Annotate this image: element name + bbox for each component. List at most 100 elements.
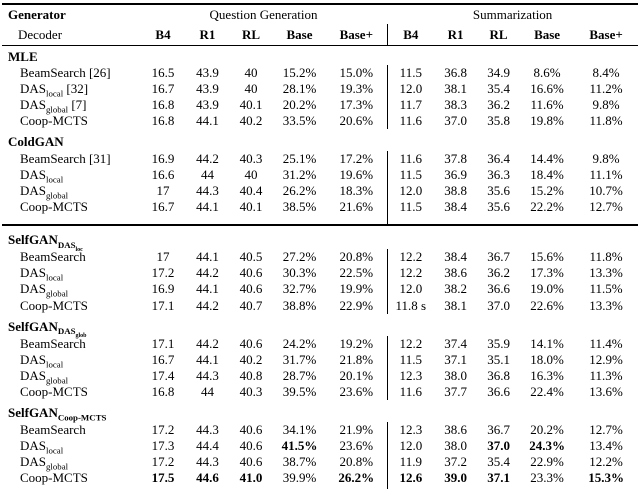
table-row: DASlocal [32] 16.7 43.9 40 28.1% 19.3% 12.0 38.… [2, 81, 638, 99]
value-cell: 38.8 [444, 182, 467, 198]
value-cell: 12.9% [589, 352, 623, 368]
value-cell: 17.4 [151, 368, 175, 384]
value-cell: 44.1 [196, 198, 219, 214]
value-cell: 37.4 [444, 336, 467, 352]
value-cell: 43.9 [196, 97, 219, 113]
value-cell: 20.1% [339, 368, 374, 384]
value-cell: 12.2 [386, 249, 435, 266]
value-cell: 44.2 [196, 336, 219, 352]
value-cell: 13.4% [589, 437, 623, 453]
value-cell: 8.6% [533, 65, 561, 81]
value-cell: 13.3% [589, 265, 623, 281]
table-section: SelfGANDASglob BeamSearch 17.1 44.2 40.6 24.2… [2, 314, 638, 401]
value-cell: 44.6 [196, 469, 219, 485]
value-cell: 19.0% [530, 281, 564, 297]
section-title-row: SelfGANDASloc [2, 223, 639, 252]
value-cell: 17.2 [151, 421, 175, 437]
value-cell: 20.6% [339, 113, 374, 129]
value-cell: 19.2% [339, 336, 374, 352]
value-cell: 40.1 [239, 198, 263, 214]
value-cell: 43.9 [196, 81, 219, 97]
decoder-header: Decoder [2, 24, 140, 46]
value-cell: 23.6% [339, 384, 374, 400]
value-cell: 11.6 [386, 384, 435, 401]
table-row: Coop-MCTS 16.8 44.1 40.2 33.5% 20.6% 11.6 37.0 3… [2, 113, 638, 130]
value-cell: 37.0 [487, 297, 510, 313]
value-cell: 36.2 [487, 265, 510, 281]
value-cell: 16.7 [151, 81, 175, 97]
table-row: DASlocal 17.3 44.4 40.6 41.5% 23.6% 12.0 38.0 37… [2, 437, 638, 456]
metric-header-qg-b4: B4 [140, 24, 186, 46]
value-cell: 40.8 [239, 368, 263, 384]
value-cell: 9.8% [592, 97, 620, 113]
section-title: SelfGANDASloc [2, 223, 639, 252]
value-cell: 40.6 [239, 281, 263, 297]
table-section: SelfGANCoop-MCTS BeamSearch 17.2 44.3 40.6 34… [2, 400, 638, 489]
decoder-label: DASglobal [20, 281, 69, 300]
value-cell: 16.8 [151, 113, 175, 129]
value-cell: 40.3 [239, 150, 263, 166]
value-cell: 40.2 [239, 352, 263, 368]
metric-header-summ-r1: R1 [434, 24, 478, 46]
value-cell: 40.4 [239, 182, 263, 198]
value-cell: 12.3 [386, 368, 435, 385]
value-cell: 11.8% [589, 249, 623, 265]
table-section: ColdGAN BeamSearch [31] 16.9 44.2 40.3 25.1% 1… [2, 129, 638, 225]
value-cell: 23.3% [530, 469, 564, 485]
value-cell: 15.2% [282, 65, 317, 81]
value-cell: 11.5 [386, 65, 435, 82]
value-cell: 44.3 [196, 421, 219, 437]
value-cell: 35.8 [487, 113, 510, 129]
value-cell: 37.0 [487, 437, 510, 453]
value-cell: 38.5% [282, 198, 317, 214]
value-cell: 35.1 [487, 352, 510, 368]
value-cell: 35.4 [487, 453, 510, 469]
value-cell: 38.8% [282, 297, 317, 313]
value-cell: 40.6 [239, 421, 263, 437]
value-cell: 18.0% [530, 352, 564, 368]
value-cell: 11.5% [589, 281, 623, 297]
value-cell: 37.8 [444, 150, 467, 166]
value-cell: 17 [156, 182, 170, 198]
table-row: BeamSearch [31] 16.9 44.2 40.3 25.1% 17.2% 11.… [2, 150, 638, 167]
value-cell: 12.0 [386, 281, 435, 298]
value-cell: 44.3 [196, 182, 219, 198]
decoder-label: DASlocal [32] [20, 81, 89, 99]
decoder-label: DASlocal [20, 437, 64, 456]
value-cell: 32.7% [282, 281, 317, 297]
section-title: SelfGANDASglob [8, 318, 87, 340]
table-row: Coop-MCTS 16.7 44.1 40.1 38.5% 21.6% 11.5 38.4 3… [2, 198, 638, 225]
decoder-label: BeamSearch [20, 336, 86, 352]
table-row: Coop-MCTS 17.5 44.6 41.0 39.9% 26.2% 12.6 39.0 3… [2, 469, 638, 489]
section-title-row: SelfGANCoop-MCTS [2, 400, 638, 422]
value-cell: 44.2 [196, 265, 219, 281]
value-cell: 37.0 [444, 113, 467, 129]
group-question-generation: Question Generation [209, 7, 318, 22]
value-cell: 35.6 [487, 198, 510, 214]
value-cell: 12.2 [386, 265, 435, 282]
value-cell: 40.1 [239, 97, 263, 113]
decoder-label: DASlocal [20, 265, 64, 283]
value-cell: 34.9 [487, 65, 510, 81]
value-cell: 11.6% [530, 97, 564, 113]
value-cell: 39.9% [282, 469, 317, 485]
value-cell: 21.9% [339, 421, 374, 437]
decoder-label: Coop-MCTS [20, 384, 88, 400]
value-cell: 20.2% [530, 421, 564, 437]
value-cell: 36.8 [487, 368, 510, 384]
value-cell: 44.1 [196, 249, 219, 265]
value-cell: 37.2 [444, 453, 467, 469]
value-cell: 16.9 [151, 150, 175, 166]
value-cell: 41.0 [239, 469, 263, 485]
value-cell: 28.1% [282, 81, 317, 97]
decoder-label: DASglobal [20, 182, 69, 201]
decoder-label: Coop-MCTS [20, 198, 88, 214]
value-cell: 21.8% [339, 352, 374, 368]
value-cell: 23.6% [339, 437, 374, 453]
value-cell: 24.2% [282, 336, 317, 352]
value-cell: 12.7% [589, 421, 623, 437]
decoder-label: DASglobal [20, 368, 69, 386]
value-cell: 11.3% [589, 368, 623, 384]
value-cell: 17.1 [151, 336, 175, 352]
value-cell: 33.5% [282, 113, 317, 129]
